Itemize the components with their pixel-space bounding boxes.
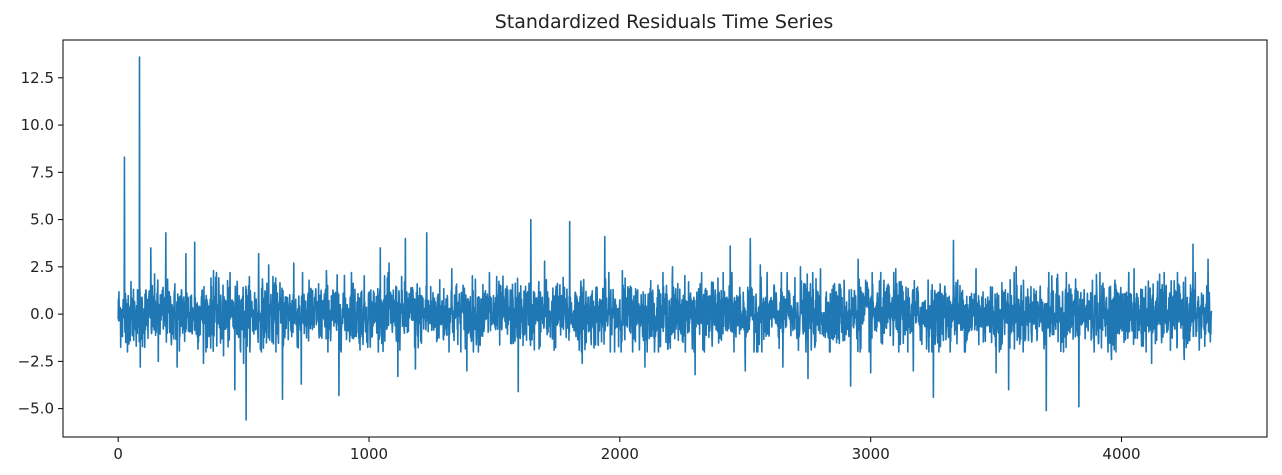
y-axis: −5.0 −2.5 0.0 2.5 5.0 7.5 10.0 12.5 — [18, 69, 63, 418]
x-tick-label: 1000 — [350, 445, 388, 463]
y-tick-label: −2.5 — [18, 352, 54, 370]
chart-title: Standardized Residuals Time Series — [495, 11, 834, 33]
x-tick-label: 2000 — [601, 445, 639, 463]
x-tick-label: 0 — [113, 445, 123, 463]
y-tick-label: 2.5 — [30, 258, 54, 276]
x-tick-label: 4000 — [1102, 445, 1140, 463]
y-tick-label: 0.0 — [30, 305, 54, 323]
x-axis: 0 1000 2000 3000 4000 — [113, 437, 1141, 463]
y-tick-label: 12.5 — [21, 69, 54, 87]
y-tick-label: −5.0 — [18, 400, 54, 418]
y-tick-label: 5.0 — [30, 211, 54, 229]
plot-area — [117, 56, 1213, 421]
plot-frame — [62, 39, 1268, 438]
y-tick-label: 10.0 — [21, 116, 54, 134]
y-tick-label: 7.5 — [30, 163, 54, 181]
x-tick-label: 3000 — [852, 445, 890, 463]
series-line — [117, 56, 1213, 421]
